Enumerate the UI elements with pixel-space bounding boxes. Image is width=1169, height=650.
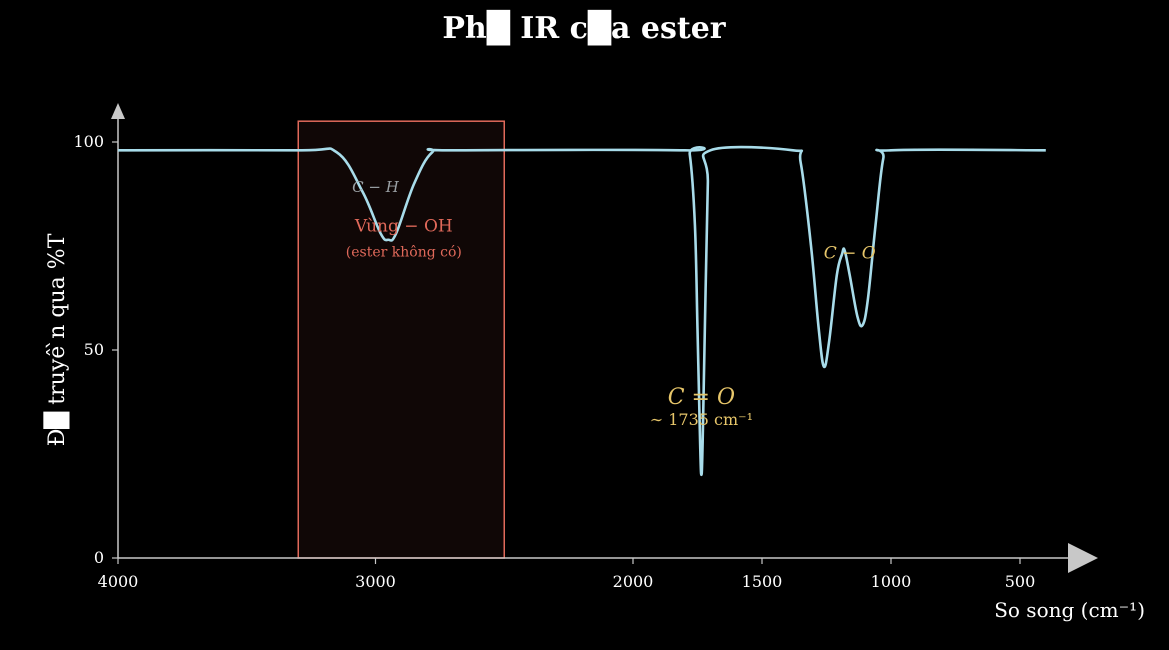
- y-axis-arrow-icon: [111, 103, 125, 119]
- spectrum-line: [117, 145, 1046, 477]
- annotation-oh-note: (ester không có): [346, 244, 462, 260]
- x-tick-label: 4000: [98, 572, 139, 591]
- x-tick-label: 3000: [355, 572, 396, 591]
- annotations: C − H Vùng − OH (ester không có) C = O∼ 173…: [346, 178, 876, 429]
- y-tick-label: 50: [84, 340, 104, 359]
- x-tick-label: 2000: [613, 572, 654, 591]
- chart-title: Ph█ IR c█a ester: [442, 9, 726, 46]
- y-tick-label: 0: [94, 548, 104, 567]
- annotation-co-double-note: ∼ 1735 cm⁻¹: [650, 410, 753, 429]
- x-tick-label: 500: [1005, 572, 1036, 591]
- annotation-co-double: C = O: [668, 385, 735, 410]
- x-tick-label: 1000: [871, 572, 912, 591]
- annotation-co-single: C − O: [824, 243, 876, 263]
- x-ticks: 4000 3000 2000 1500 1000 500: [98, 558, 1036, 591]
- y-axis-label: Đ█ truyê ̀n qua %T: [43, 233, 70, 446]
- oh-region-box: [297, 120, 505, 559]
- annotation-oh: Vùng − OH: [354, 216, 453, 236]
- x-axis-label: So song (cm⁻¹): [994, 598, 1145, 622]
- axes: [111, 103, 1098, 573]
- y-ticks: 0 50 100: [73, 132, 118, 567]
- x-axis-arrow-icon: [1068, 543, 1098, 573]
- y-tick-label: 100: [73, 132, 104, 151]
- x-tick-label: 1500: [742, 572, 783, 591]
- annotation-ch: C − H: [352, 178, 400, 196]
